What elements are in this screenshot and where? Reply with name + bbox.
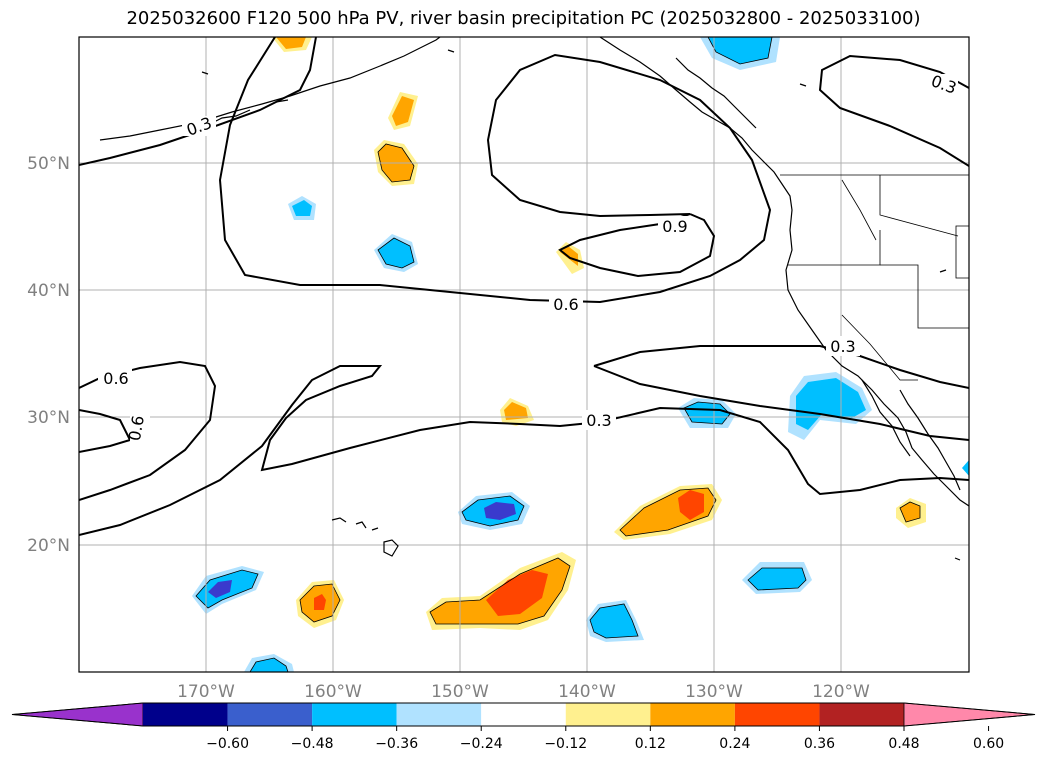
lon-label: 140°W [558, 682, 616, 702]
colorbar-extend-low [11, 702, 144, 727]
lat-label: 40°N [27, 281, 70, 301]
lon-label: 150°W [431, 682, 489, 702]
map-frame [78, 36, 970, 673]
colorbar-tick-label: 0.12 [635, 736, 666, 752]
precip-anomaly-negative [192, 566, 264, 614]
colorbar-tick-label: −0.36 [375, 736, 418, 752]
colorbar-cell [650, 703, 735, 726]
contour-label: 0.6 [125, 414, 148, 442]
colorbar-cell [396, 703, 482, 726]
colorbar-tick-label: 0.60 [973, 736, 1004, 752]
precip-anomaly-negative [586, 600, 644, 642]
map-title: 2025032600 F120 500 hPa PV, river basin … [126, 8, 921, 29]
colorbar-ticks: −0.60 −0.48 −0.36 −0.24 −0.12 0.12 0.24 0.36 0.4… [206, 726, 1004, 752]
latitude-labels: 50°N 40°N 30°N 20°N [27, 154, 70, 556]
precip-anomaly-positive [614, 484, 722, 540]
coastlines [99, 37, 969, 561]
colorbar-frame [11, 702, 1036, 727]
contour-label-bg [549, 294, 583, 314]
contour-label-bg [98, 368, 132, 388]
lon-label: 130°W [685, 682, 743, 702]
colorbar-tick-label: 0.24 [719, 736, 750, 752]
map-panel[interactable]: 0.3 0.3 0.9 0.6 0.6 0.6 0.3 0.3 [78, 36, 970, 673]
colorbar-cell [481, 703, 566, 726]
precip-anomaly-positive [388, 92, 418, 130]
colorbar-cell [227, 703, 313, 726]
contour-label: 0.6 [553, 295, 578, 314]
contour-label-bg [658, 216, 692, 236]
lat-label: 50°N [27, 154, 70, 174]
contour-label-bg [130, 416, 150, 450]
contour-label-bg [182, 116, 216, 136]
precip-anomaly-positive [272, 37, 312, 52]
colorbar-cell [312, 703, 397, 726]
political-borders [780, 174, 969, 381]
contour-label: 0.9 [662, 217, 687, 236]
precip-anomaly-negative [288, 196, 316, 220]
colorbar-tick-label: 0.36 [804, 736, 835, 752]
colorbar-tick-label: −0.24 [460, 736, 503, 752]
lon-label: 170°W [177, 682, 235, 702]
colorbar-cell [143, 703, 228, 726]
colorbar-cell [819, 703, 904, 726]
anomaly-outlines [195, 37, 921, 672]
lat-label: 20°N [27, 536, 70, 556]
colorbar-tick-label: −0.48 [291, 736, 334, 752]
contour-labels: 0.3 0.3 0.9 0.6 0.6 0.6 0.3 0.3 [98, 71, 959, 450]
longitude-labels: 170°W 160°W 150°W 140°W 130°W 120°W [177, 682, 870, 702]
contour-label-bg [582, 410, 616, 430]
contour-label: 0.3 [586, 411, 611, 430]
colorbar-cells [11, 702, 1036, 727]
contour-label-bg [924, 74, 958, 94]
colorbar: −0.60 −0.48 −0.36 −0.24 −0.12 0.12 0.24 0.36 0.4… [11, 702, 1036, 752]
colorbar-tick-label: −0.60 [206, 736, 249, 752]
colorbar-extend-high [903, 702, 1036, 727]
lat-label: 30°N [27, 408, 70, 428]
precip-anomaly-negative [962, 460, 969, 476]
precip-anomaly-positive [426, 552, 576, 630]
lon-label: 120°W [812, 682, 870, 702]
precip-anomaly-positive [500, 398, 534, 426]
colorbar-cell [734, 703, 820, 726]
colorbar-cell [565, 703, 651, 726]
contour-label: 0.6 [103, 369, 128, 388]
precip-anomaly-negative [700, 37, 780, 70]
colorbar-tick-label: −0.12 [544, 736, 587, 752]
lon-label: 160°W [304, 682, 362, 702]
contour-label: 0.3 [830, 337, 855, 356]
colorbar-tick-label: 0.48 [888, 736, 919, 752]
contour-label-bg [826, 336, 860, 356]
pv-contours [79, 37, 969, 536]
